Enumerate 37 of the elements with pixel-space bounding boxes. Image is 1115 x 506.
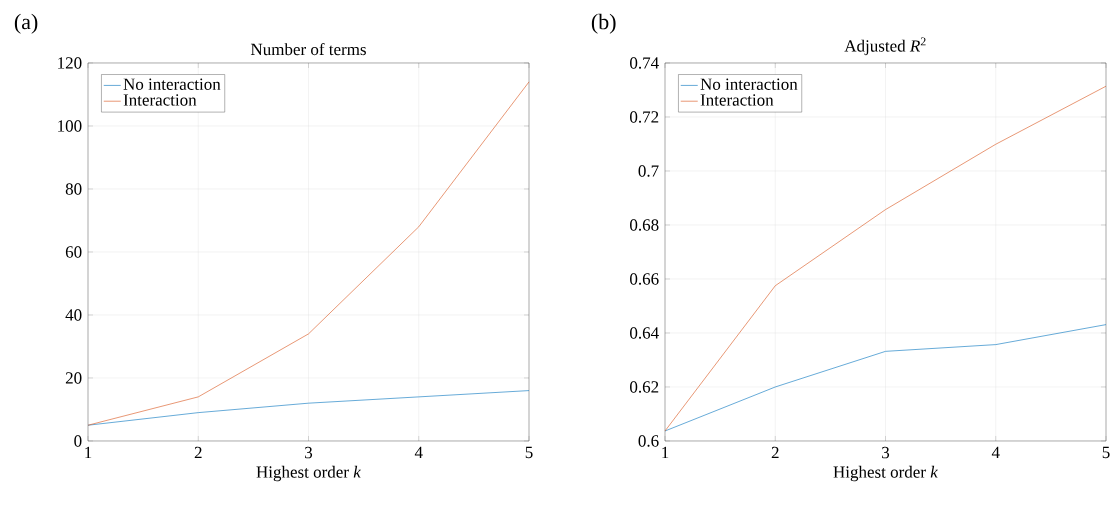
line-series xyxy=(87,390,530,426)
y-tick-label: 0.7 xyxy=(638,165,659,177)
x-axis-title: Highest order k xyxy=(256,465,362,482)
y-tick-label: 60 xyxy=(65,246,82,258)
text: (b) xyxy=(591,13,616,34)
line-series xyxy=(664,324,1107,432)
x-tick-label: 3 xyxy=(305,446,313,459)
chart-title: Number of terms xyxy=(250,43,366,56)
y-tick-label: 20 xyxy=(65,372,82,384)
x-tick-label: 1 xyxy=(662,446,669,459)
x-tick-label: 2 xyxy=(194,446,202,459)
x-tick-label: 5 xyxy=(1102,446,1110,459)
x-tick-label: 1 xyxy=(85,446,92,459)
y-tick-label: 0 xyxy=(74,435,82,447)
y-tick-label: 40 xyxy=(65,309,82,321)
x-axis-title: Highest order k xyxy=(833,465,939,482)
x-tick-label: 4 xyxy=(991,446,1000,459)
y-tick-label: 0.6 xyxy=(638,435,659,447)
y-tick-label: 0.64 xyxy=(630,327,659,339)
chart-title: Adjusted R$^{2}$ xyxy=(844,37,926,56)
y-tick-label: 120 xyxy=(58,57,82,69)
legend-label: No interaction xyxy=(123,78,221,90)
text: (a) xyxy=(14,13,38,34)
y-tick-label: 0.62 xyxy=(630,381,659,393)
y-tick-label: 80 xyxy=(65,183,82,195)
legend-label: No interaction xyxy=(700,78,798,90)
y-tick-label: 100 xyxy=(58,120,82,132)
legend-label: Interaction xyxy=(700,94,774,106)
y-tick-label: 0.66 xyxy=(630,273,659,285)
y-tick-label: 0.74 xyxy=(630,57,659,69)
x-tick-label: 3 xyxy=(882,446,890,459)
y-tick-label: 0.68 xyxy=(630,219,659,231)
legend-label: Interaction xyxy=(123,94,197,106)
x-tick-label: 5 xyxy=(525,446,533,459)
y-tick-label: 0.72 xyxy=(630,111,659,123)
x-tick-label: 4 xyxy=(414,446,423,459)
x-tick-label: 2 xyxy=(771,446,779,459)
